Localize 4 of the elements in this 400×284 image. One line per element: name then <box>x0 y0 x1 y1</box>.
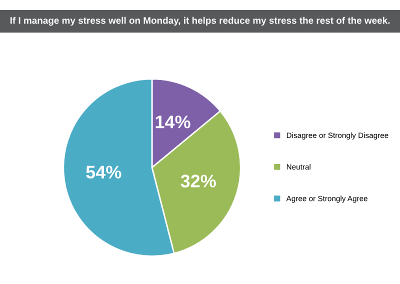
data-label: 14% <box>156 116 190 128</box>
data-label: 54% <box>86 166 122 179</box>
data-label: 32% <box>180 174 216 188</box>
chart-title: If I manage my stress well on Monday, it helps reduce my stress the rest of the week. <box>10 16 390 26</box>
